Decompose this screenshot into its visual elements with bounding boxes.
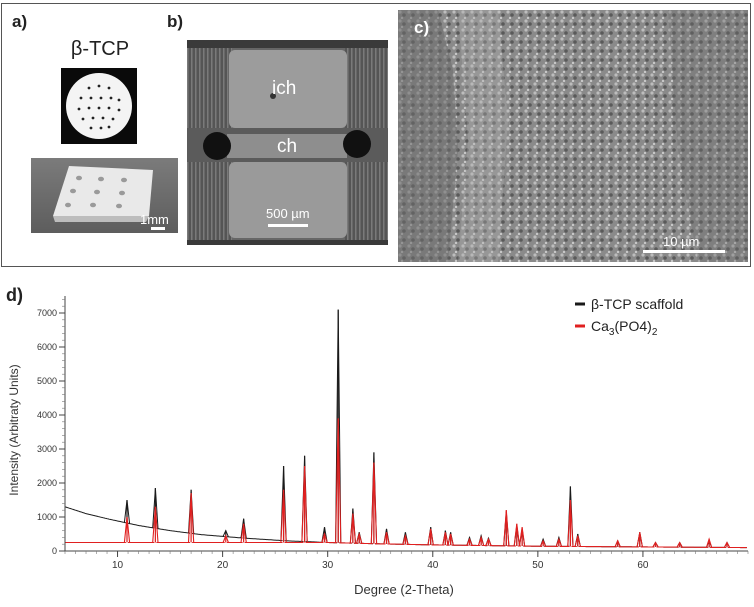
y-tick-label: 4000 xyxy=(37,410,57,420)
legend-label-scaffold: β-TCP scaffold xyxy=(591,296,683,312)
panel-b-scale-label: 500 µm xyxy=(266,206,310,221)
reference-line xyxy=(65,418,747,549)
y-tick-label: 5000 xyxy=(37,376,57,386)
sem-surface-image xyxy=(398,10,748,262)
panel-c-label: c) xyxy=(414,18,430,37)
panel-b-scale-bar xyxy=(268,224,308,227)
legend-label-reference: Ca3(PO4)2 xyxy=(591,318,658,338)
y-tick-label: 3000 xyxy=(37,444,57,454)
panel-c-scale-label: 10 µm xyxy=(663,234,700,249)
x-axis-title: Degree (2-Theta) xyxy=(354,582,454,597)
panel-a-title: β-TCP xyxy=(70,38,130,60)
panel-b-ich-label: ich xyxy=(272,78,297,99)
y-tick-label: 1000 xyxy=(37,512,57,522)
panel-a-label: a) xyxy=(12,12,28,31)
x-tick-label: 60 xyxy=(637,560,649,571)
y-axis-title: Intensity (Arbitraty Units) xyxy=(7,364,21,495)
sem-cross-section-image xyxy=(187,40,388,245)
y-tick-label: 6000 xyxy=(37,342,57,352)
y-tick-label: 2000 xyxy=(37,478,57,488)
panel-c-scale-bar xyxy=(643,250,725,253)
panel-d-label: d) xyxy=(6,285,23,305)
panel-b-ch-label: ch xyxy=(277,136,298,157)
y-tick-label: 7000 xyxy=(37,308,57,318)
x-tick-label: 40 xyxy=(427,560,439,571)
panel-a-scale-label: 1mm xyxy=(140,212,169,227)
series-scaffold xyxy=(64,309,747,549)
xrd-chart: 10 20 30 40 50 60 0 1000 2000 3000 4000 5000 6000 700… xyxy=(0,282,754,602)
panel-b-label: b) xyxy=(167,12,184,31)
scaffold-line xyxy=(64,309,747,549)
legend: β-TCP scaffold Ca3(PO4)2 xyxy=(575,296,683,338)
series-reference xyxy=(65,418,747,549)
x-tick-label: 10 xyxy=(112,560,124,571)
x-tick-label: 50 xyxy=(532,560,544,571)
scaffold-disc-photo xyxy=(61,68,137,144)
x-tick-label: 20 xyxy=(217,560,229,571)
y-tick-label: 0 xyxy=(52,546,57,556)
panel-a-scale-bar xyxy=(151,227,165,230)
scaffold-side-photo xyxy=(31,158,178,233)
x-tick-label: 30 xyxy=(322,560,334,571)
